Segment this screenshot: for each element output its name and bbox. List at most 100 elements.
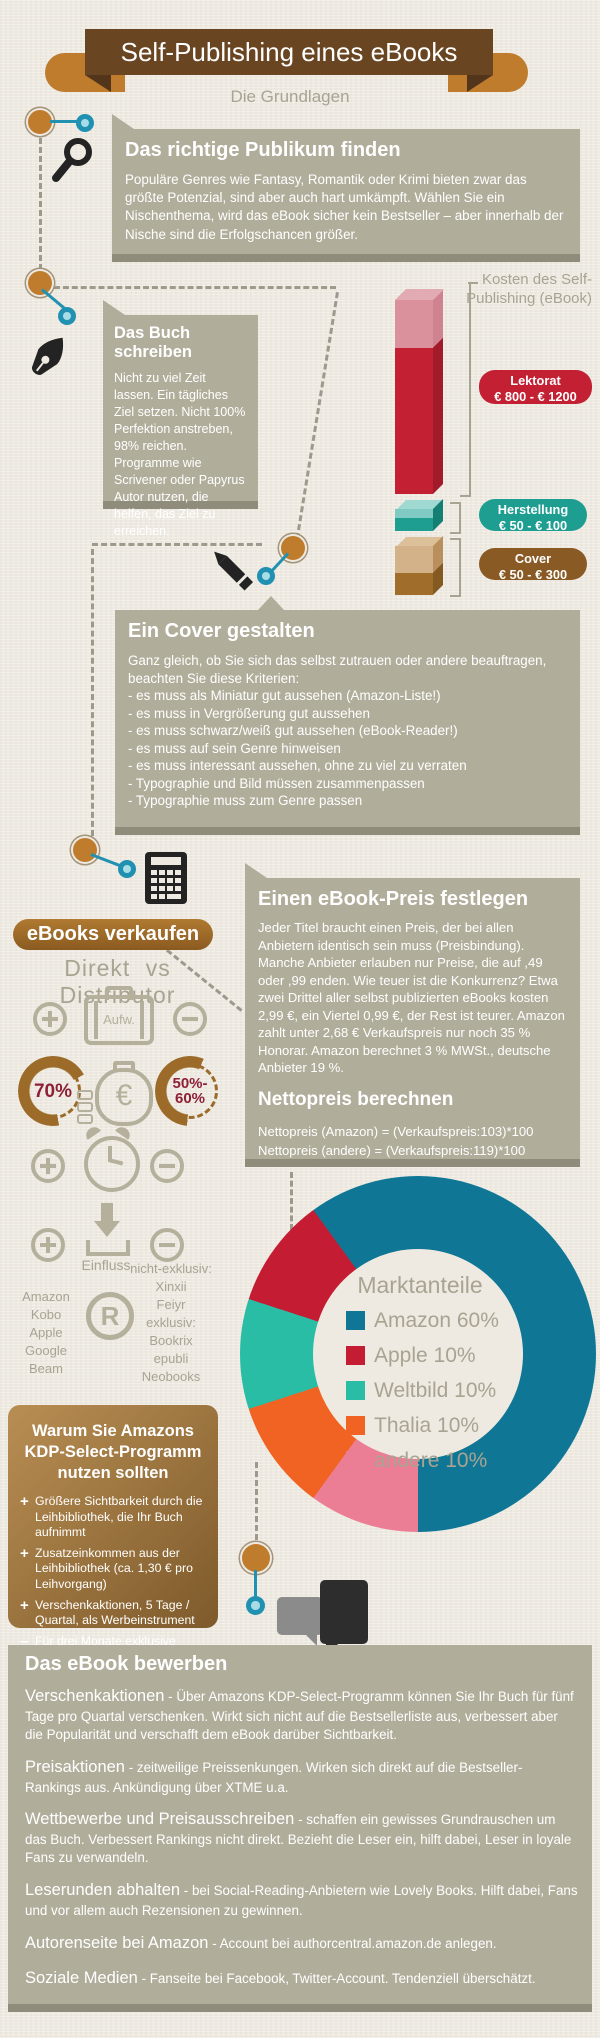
money-bag-icon: € — [95, 1061, 153, 1126]
plus-icon — [31, 1149, 65, 1183]
distributor-share-value: 50%- — [172, 1075, 208, 1092]
pen-nib-icon — [32, 337, 64, 375]
bracket-cover — [450, 538, 461, 597]
distributor-item: Neobooks — [141, 1368, 201, 1384]
section-bewerben: Das eBook bewerben Verschenkaktionen - Ü… — [8, 1645, 592, 2012]
minus-icon — [173, 1002, 207, 1036]
alarm-clock-icon — [84, 1136, 140, 1192]
legend-item: Amazon 60% — [346, 1303, 499, 1338]
step-node-orange-2 — [28, 271, 52, 295]
channel-item: Google — [25, 1342, 67, 1358]
badge-herstellung: Herstellung € 50 - € 100 — [479, 499, 587, 533]
legend-swatch-weltbild — [346, 1381, 365, 1400]
page-title: Self-Publishing eines eBooks — [85, 29, 493, 75]
cover-criteria-item: - es muss in Vergrößerung gut aussehen — [128, 705, 370, 721]
formula-andere: Nettopreis (andere) = (Verkaufspreis:119… — [258, 1142, 526, 1158]
registered-trademark-icon: R — [86, 1292, 134, 1340]
formula-amazon: Nettopreis (Amazon) = (Verkaufspreis:103… — [258, 1123, 534, 1139]
cover-criteria-item: - es muss als Miniatur gut aussehen (Ama… — [128, 688, 441, 704]
connector-dash-2 — [54, 286, 336, 289]
bewerben-paragraph: Wettbewerbe und Preisausschreiben - scha… — [25, 1810, 572, 1866]
step-node-teal-4 — [118, 860, 136, 878]
bracket-lektorat-hook — [468, 282, 478, 284]
direct-share-value: 70% — [33, 1080, 73, 1102]
kdp-item: + Verschenkaktionen, 5 Tage / Quartal, al… — [20, 1596, 195, 1627]
step-node-link-5 — [254, 1570, 257, 1604]
box-notch — [245, 863, 267, 878]
direkt-vs-distributor-heading: Direkt vs Distributor — [59, 955, 176, 1008]
step-node-teal-3 — [257, 567, 275, 585]
channel-item: Beam — [29, 1360, 63, 1376]
ribbon-right-fold — [467, 75, 493, 92]
kdp-title: Warum Sie Amazons KDP-Select-Programm nu… — [24, 1422, 202, 1483]
verkaufen-pill: eBooks verkaufen — [13, 919, 213, 950]
connector-dash-5 — [91, 549, 94, 836]
bewerben-paragraph: Soziale Medien - Fanseite bei Facebook, … — [25, 1968, 536, 1987]
einfluss-label: Einfluss — [81, 1257, 131, 1273]
minus-icon — [150, 1149, 184, 1183]
section-preis: Einen eBook-Preis festlegen Jeder Titel … — [245, 863, 580, 1167]
legend-swatch-andere — [346, 1451, 365, 1470]
plus-icon — [31, 1228, 65, 1262]
cover-criteria-item: - es muss schwarz/weiß gut aussehen (eBo… — [128, 723, 458, 739]
bewerben-paragraph: Leserunden abhalten - bei Social-Reading… — [25, 1880, 578, 1918]
direct-channels-list: Amazon Kobo Apple Google Beam — [10, 1288, 82, 1378]
badge-lektorat: Lektorat € 800 - € 1200 — [479, 370, 592, 404]
box-notch — [103, 300, 125, 315]
calculator-icon — [145, 852, 187, 904]
connector-dash-8 — [255, 1462, 258, 1540]
step-node-teal-5 — [246, 1596, 265, 1615]
bracket-herstellung — [450, 502, 461, 534]
badge-cover: Cover € 50 - € 300 — [479, 548, 587, 582]
suitcase-label: Aufw. — [103, 1012, 135, 1027]
pencil-icon — [214, 551, 254, 591]
step-node-link-1 — [50, 120, 82, 123]
channel-item: Apple — [29, 1324, 63, 1340]
section-cover-title: Ein Cover gestalten — [128, 620, 315, 642]
channel-item: Kobo — [30, 1306, 62, 1322]
section-publikum-title: Das richtige Publikum finden — [125, 139, 401, 161]
donut-chart-title: Marktanteile — [357, 1272, 483, 1298]
section-schreiben: Das Buch schreiben Nicht zu viel Zeit la… — [103, 300, 258, 538]
plus-icon — [33, 1002, 67, 1036]
legend-item: Apple 10% — [346, 1338, 499, 1373]
suitcase-icon: Aufw. — [84, 986, 154, 1045]
section-publikum-body: Populäre Genres wie Fantasy, Romantik od… — [125, 172, 564, 242]
section-preis-body: Jeder Titel braucht einen Preis, der bei… — [258, 920, 565, 1076]
distributor-item: exklusiv: — [146, 1314, 196, 1330]
speech-bubble-icon — [277, 1597, 323, 1646]
distributor-item: epubli — [153, 1350, 189, 1366]
cover-criteria-item: - Typographie muss zum Genre passen — [128, 793, 363, 809]
step-node-teal-2 — [58, 307, 76, 325]
bewerben-paragraph: Preisaktionen - zeitweilige Preissenkung… — [25, 1757, 523, 1795]
bar-lektorat — [395, 300, 433, 494]
step-node-teal-1 — [76, 114, 94, 132]
section-cover: Ein Cover gestalten Ganz gleich, ob Sie … — [115, 596, 580, 835]
coins-icon — [77, 1090, 93, 1126]
distributor-item: Feiyr — [156, 1296, 186, 1312]
legend-swatch-amazon — [346, 1311, 365, 1330]
nettopreis-subtitle: Nettopreis berechnen — [258, 1088, 454, 1110]
distributor-item: nicht-exklusiv: — [130, 1261, 212, 1276]
kdp-item: + Zusatzeinkommen aus der Leihbibliothek … — [20, 1545, 193, 1591]
cover-criteria-item: - es muss interessant aussehen, ohne zu … — [128, 758, 467, 774]
section-cover-intro: Ganz gleich, ob Sie sich das selbst zutr… — [128, 653, 547, 686]
channel-item: Amazon — [22, 1289, 70, 1304]
connector-dash-3 — [295, 292, 339, 540]
step-node-orange-5 — [242, 1544, 270, 1572]
bracket-lektorat — [460, 283, 471, 497]
connector-dash-4 — [92, 543, 262, 546]
ribbon-left-fold — [85, 75, 111, 92]
bewerben-paragraph: Autorenseite bei Amazon - Account bei au… — [25, 1933, 497, 1952]
download-arrow-icon — [94, 1203, 120, 1237]
bar-cover-side — [433, 536, 443, 595]
bewerben-paragraph: Verschenkaktionen - Über Amazons KDP-Sel… — [25, 1687, 574, 1742]
section-schreiben-body: Nicht zu viel Zeit lassen. Ein tägliches… — [114, 371, 246, 538]
magnifier-icon — [52, 138, 92, 182]
bar-herstellung — [395, 509, 433, 531]
distributor-list: nicht-exklusiv: Xinxii Feiyr exklusiv: B… — [112, 1260, 230, 1386]
box-notch — [258, 596, 284, 610]
section-schreiben-title: Das Buch schreiben — [114, 324, 192, 361]
legend-item: Thalia 10% — [346, 1408, 499, 1443]
